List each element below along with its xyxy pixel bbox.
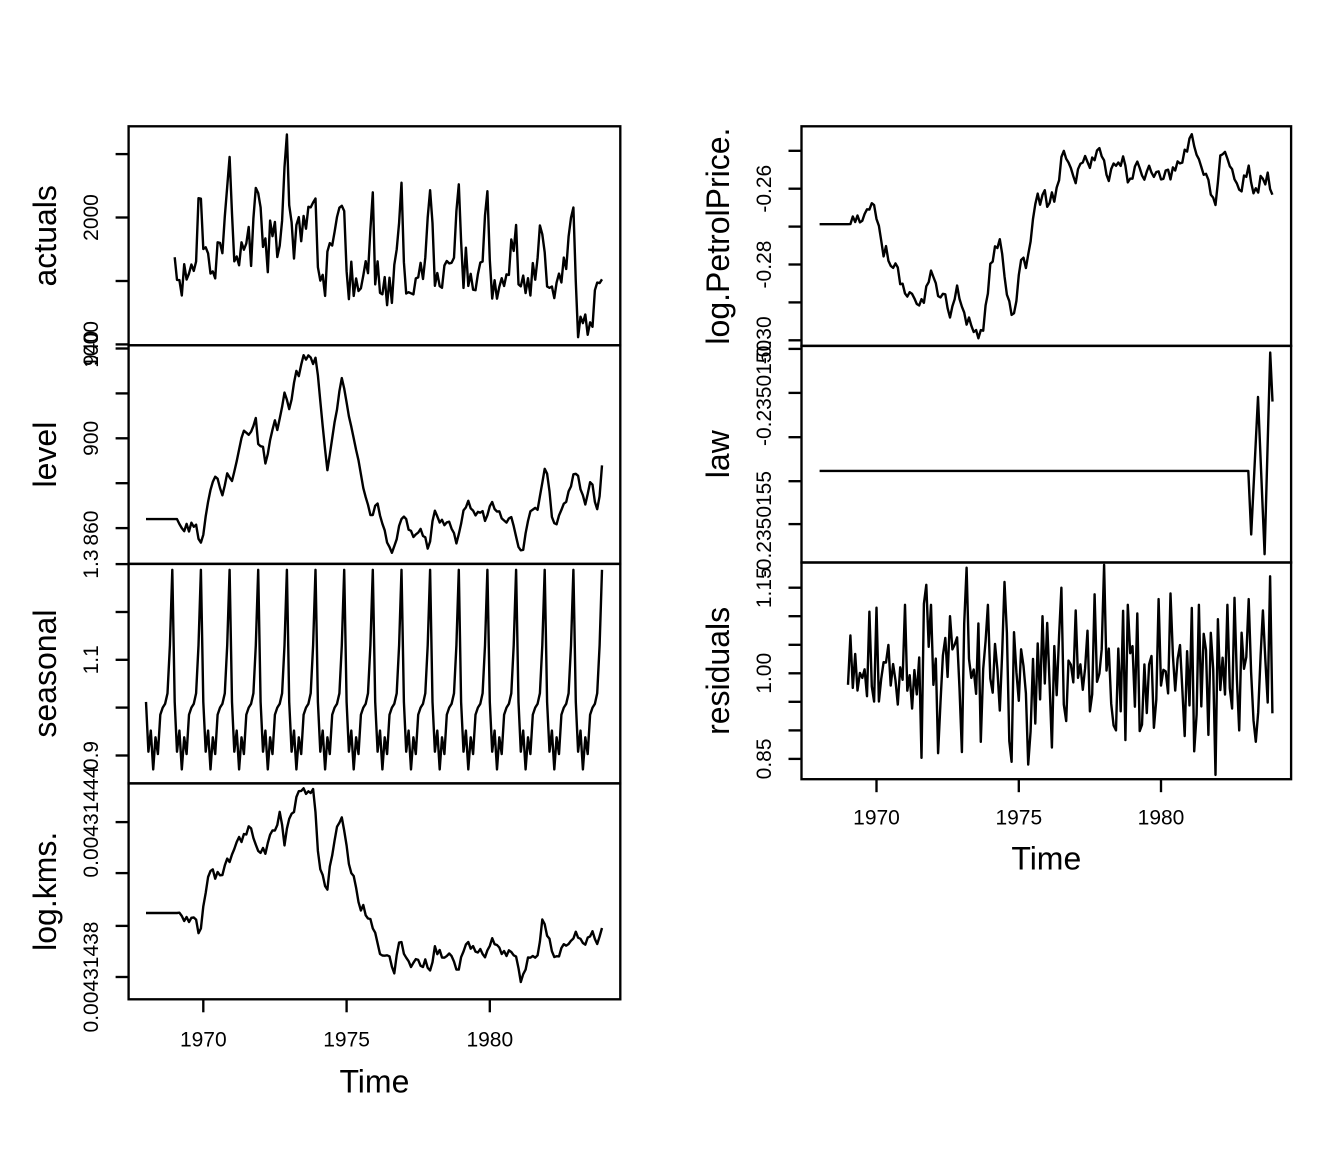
svg-text:actuals: actuals <box>27 185 63 286</box>
svg-text:level: level <box>27 422 63 488</box>
svg-text:0.00431444: 0.00431444 <box>80 766 103 877</box>
svg-text:log.kms.: log.kms. <box>27 832 63 951</box>
svg-text:0.9: 0.9 <box>80 741 103 770</box>
svg-text:1980: 1980 <box>466 1028 513 1051</box>
svg-text:860: 860 <box>80 511 103 546</box>
svg-text:1980: 1980 <box>1138 807 1185 830</box>
svg-text:1.3: 1.3 <box>80 549 103 578</box>
svg-text:0.00431438: 0.00431438 <box>80 922 103 1033</box>
svg-text:-0.2350155: -0.2350155 <box>753 471 776 577</box>
svg-text:2000: 2000 <box>80 194 103 241</box>
svg-text:1975: 1975 <box>995 807 1042 830</box>
svg-text:1.15: 1.15 <box>753 567 776 608</box>
svg-text:residuals: residuals <box>700 607 736 735</box>
svg-text:-0.26: -0.26 <box>753 165 776 213</box>
svg-text:1.1: 1.1 <box>80 645 103 674</box>
svg-text:-0.28: -0.28 <box>753 241 776 289</box>
svg-text:1975: 1975 <box>323 1028 370 1051</box>
svg-text:0.85: 0.85 <box>753 738 776 779</box>
svg-text:Time: Time <box>1011 841 1081 877</box>
svg-text:-0.2350150: -0.2350150 <box>753 340 776 446</box>
svg-text:1.00: 1.00 <box>753 653 776 694</box>
svg-text:940: 940 <box>80 331 103 366</box>
svg-text:law: law <box>700 429 736 478</box>
svg-text:-0.30: -0.30 <box>753 316 776 364</box>
svg-text:log.PetrolPrice.: log.PetrolPrice. <box>700 128 736 345</box>
svg-text:seasonal: seasonal <box>27 610 63 738</box>
svg-text:900: 900 <box>80 421 103 456</box>
svg-text:1970: 1970 <box>180 1028 227 1051</box>
svg-text:1970: 1970 <box>853 807 900 830</box>
svg-text:1000: 1000 <box>80 321 103 368</box>
svg-text:Time: Time <box>339 1064 409 1100</box>
